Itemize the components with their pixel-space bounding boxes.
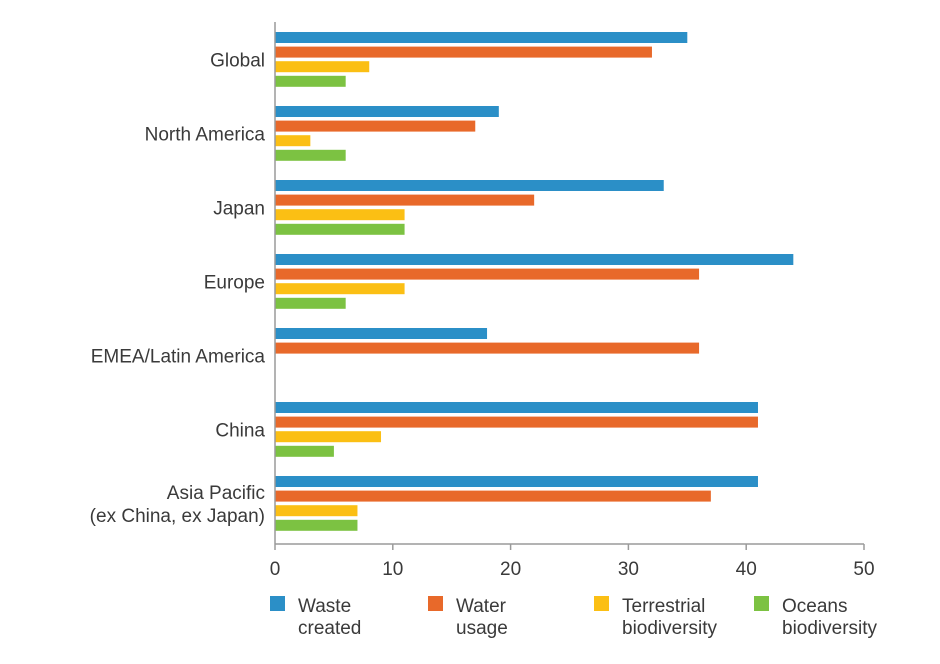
legend-label: Oceans (782, 596, 847, 617)
bar (275, 505, 358, 517)
x-tick-label: 10 (382, 559, 403, 580)
bar (275, 32, 688, 43)
bar (275, 402, 758, 413)
category-label: (ex China, ex Japan) (90, 506, 265, 527)
bar (275, 75, 346, 87)
legend-label: usage (456, 618, 508, 639)
legend-swatch (270, 596, 285, 611)
bar (275, 194, 535, 206)
category-label: Asia Pacific (167, 483, 265, 504)
bar (275, 342, 700, 354)
legend-label: biodiversity (782, 618, 878, 639)
x-tick-label: 40 (736, 559, 757, 580)
category-label: EMEA/Latin America (91, 346, 266, 367)
x-tick-label: 20 (500, 559, 521, 580)
x-tick-label: 0 (270, 559, 281, 580)
bar (275, 149, 346, 161)
bar (275, 445, 334, 457)
bar (275, 254, 794, 265)
category-label: Japan (213, 198, 265, 219)
category-label: China (215, 420, 265, 441)
bar (275, 209, 405, 221)
legend-label: biodiversity (622, 618, 718, 639)
bar (275, 328, 488, 339)
x-tick-label: 50 (853, 559, 874, 580)
bar (275, 135, 311, 147)
legend-swatch (754, 596, 769, 611)
bar (275, 490, 711, 502)
bar (275, 120, 476, 132)
category-label: Global (210, 50, 265, 71)
category-label: North America (145, 124, 266, 145)
legend-label: Water (456, 596, 507, 617)
legend-label: created (298, 618, 361, 639)
legend-swatch (428, 596, 443, 611)
bar (275, 297, 346, 309)
legend-swatch (594, 596, 609, 611)
legend-label: Waste (298, 596, 351, 617)
bar (275, 223, 405, 235)
category-label: Europe (204, 272, 265, 293)
bar (275, 283, 405, 295)
bar (275, 268, 700, 280)
bar (275, 431, 382, 443)
bar (275, 519, 358, 531)
bar (275, 180, 664, 191)
bar (275, 106, 499, 117)
bar (275, 416, 758, 428)
bar (275, 46, 652, 58)
bar (275, 476, 758, 487)
bar (275, 61, 370, 73)
x-tick-label: 30 (618, 559, 639, 580)
legend-label: Terrestrial (622, 596, 705, 617)
